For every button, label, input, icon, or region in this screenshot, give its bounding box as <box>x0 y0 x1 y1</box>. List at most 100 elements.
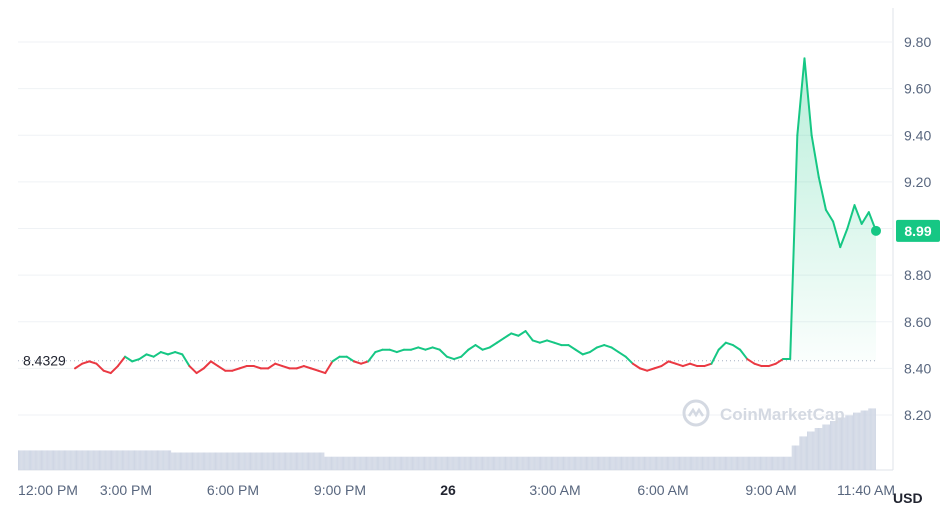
volume-bar <box>608 456 610 470</box>
volume-bar <box>672 456 674 470</box>
volume-bar <box>442 456 444 470</box>
volume-bar <box>132 450 134 470</box>
volume-bar <box>673 456 675 470</box>
volume-bar <box>837 417 839 470</box>
current-price-badge-text: 8.99 <box>904 223 931 239</box>
x-tick-label: 3:00 PM <box>100 482 152 498</box>
price-line-segment <box>638 367 649 372</box>
volume-bar <box>762 456 764 470</box>
volume-bar <box>371 456 373 470</box>
volume-bar <box>706 456 708 470</box>
volume-bar <box>555 456 557 470</box>
price-line-segment <box>681 362 692 368</box>
volume-bar <box>744 456 746 470</box>
volume-bar <box>575 456 577 470</box>
current-price-dot[interactable] <box>871 225 881 236</box>
volume-bar <box>282 452 284 470</box>
volume-bar <box>723 456 725 470</box>
volume-bar <box>300 452 302 470</box>
volume-bar <box>793 445 795 470</box>
volume-bar <box>615 456 617 470</box>
volume-bar <box>825 424 827 470</box>
volume-bar <box>598 456 600 470</box>
volume-bar <box>25 450 27 470</box>
volume-bar <box>241 452 243 470</box>
volume-bar <box>118 450 120 470</box>
volume-bar <box>715 456 717 470</box>
volume-bar <box>716 456 718 470</box>
price-line-segment <box>510 332 520 337</box>
volume-bar <box>19 450 21 470</box>
volume-bar <box>619 456 621 470</box>
volume-bar <box>209 452 211 470</box>
volume-bar <box>626 456 628 470</box>
volume-bar <box>625 456 627 470</box>
volume-bar <box>466 456 468 470</box>
x-tick-label: 11:40 AM <box>837 482 895 498</box>
current-price-badge-bg <box>896 219 940 242</box>
volume-bar <box>850 415 852 470</box>
volume-bar <box>661 456 663 470</box>
volume-bar <box>177 452 179 470</box>
volume-bar <box>358 456 360 470</box>
volume-bar <box>787 456 789 470</box>
volume-bar <box>35 450 37 470</box>
volume-bar <box>469 456 471 470</box>
volume-bar <box>337 456 339 470</box>
price-line-segment <box>753 362 763 368</box>
volume-bar <box>558 456 560 470</box>
volume-bar <box>755 456 757 470</box>
volume-bar <box>93 450 95 470</box>
volume-bar <box>56 450 58 470</box>
volume-bar <box>187 452 189 470</box>
volume-bar <box>813 431 815 470</box>
volume-bar <box>323 452 325 470</box>
volume-bar <box>74 450 76 470</box>
volume-bar <box>327 456 329 470</box>
volume-bar <box>743 456 745 470</box>
y-tick-label: 8.20 <box>904 407 931 423</box>
volume-bar <box>164 450 166 470</box>
volume-bar <box>839 417 841 470</box>
volume-bar <box>696 456 698 470</box>
volume-bar <box>449 456 451 470</box>
volume-bar <box>297 452 299 470</box>
price-line-segment <box>503 332 513 340</box>
volume-bar <box>447 456 448 470</box>
volume-bar <box>206 452 208 470</box>
volume-bar <box>855 412 857 470</box>
volume-bar <box>287 452 289 470</box>
volume-bar <box>782 456 784 470</box>
volume-bar <box>529 456 531 470</box>
volume-bar <box>270 452 272 470</box>
volume-bar <box>274 452 276 470</box>
volume-bar <box>66 450 68 470</box>
volume-bar <box>348 456 350 470</box>
volume-bar <box>232 452 234 470</box>
volume-bar <box>131 450 133 470</box>
price-line-segment <box>588 346 599 354</box>
x-axis: 12:00 PM 3:00 PM 6:00 PM 9:00 PM 26 3:00 AM 6:… <box>18 482 895 498</box>
volume-bar <box>250 452 252 470</box>
volume-bar <box>651 456 653 470</box>
volume-bar <box>79 450 81 470</box>
price-line-segment <box>331 355 341 363</box>
volume-bar <box>634 456 636 470</box>
volume-bar <box>707 456 709 470</box>
price-line-segment <box>803 57 813 137</box>
volume-bar <box>103 450 105 470</box>
volume-bar <box>796 445 798 470</box>
volume-bar <box>137 450 139 470</box>
volume-bar <box>811 431 813 470</box>
price-line-segment <box>524 330 534 342</box>
volume-bar <box>217 452 219 470</box>
volume-bar <box>714 456 716 470</box>
volume-bar <box>778 456 780 470</box>
volume-bar <box>776 456 778 470</box>
volume-bar <box>263 452 265 470</box>
volume-bar <box>866 410 868 470</box>
volume-bar <box>402 456 404 470</box>
volume-bar <box>144 450 146 470</box>
volume-bar <box>815 428 817 470</box>
